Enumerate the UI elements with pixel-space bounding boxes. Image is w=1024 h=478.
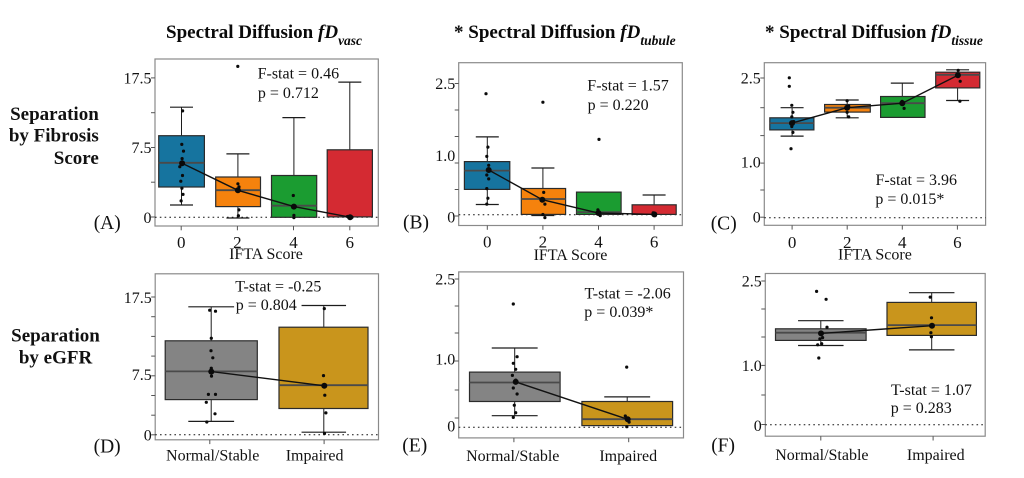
svg-text:T-stat = -2.06: T-stat = -2.06 [585, 286, 671, 303]
svg-text:Separation: Separation [10, 104, 99, 125]
svg-text:0: 0 [447, 210, 455, 227]
svg-text:(F): (F) [711, 436, 735, 457]
svg-text:2: 2 [233, 233, 242, 252]
svg-text:p = 0.712: p = 0.712 [258, 85, 319, 102]
svg-text:(C): (C) [711, 213, 737, 234]
svg-text:1.0: 1.0 [742, 358, 762, 375]
svg-text:2.5: 2.5 [435, 272, 455, 289]
svg-text:6: 6 [650, 233, 659, 252]
svg-text:2.5: 2.5 [741, 71, 761, 88]
svg-text:p = 0.220: p = 0.220 [588, 97, 649, 114]
svg-text:Separation: Separation [11, 325, 100, 346]
svg-text:F-stat = 1.57: F-stat = 1.57 [587, 78, 668, 95]
svg-text:Score: Score [54, 148, 99, 169]
svg-text:p = 0.283: p = 0.283 [891, 400, 952, 417]
svg-text:F-stat = 3.96: F-stat = 3.96 [876, 172, 957, 189]
svg-text:1.0: 1.0 [435, 352, 455, 369]
svg-text:(B): (B) [403, 213, 429, 234]
svg-text:2: 2 [539, 233, 548, 252]
svg-text:0: 0 [177, 233, 186, 252]
svg-text:Normal/Stable: Normal/Stable [466, 448, 559, 465]
svg-text:4: 4 [898, 233, 907, 252]
svg-text:0: 0 [483, 233, 492, 252]
svg-text:Impaired: Impaired [599, 448, 657, 465]
svg-text:0: 0 [754, 418, 762, 435]
svg-text:1.0: 1.0 [741, 154, 761, 171]
svg-text:Normal/Stable: Normal/Stable [775, 447, 868, 464]
svg-text:IFTA Score: IFTA Score [838, 247, 912, 264]
svg-text:2.5: 2.5 [435, 76, 455, 93]
svg-text:F-stat = 0.46: F-stat = 0.46 [258, 65, 339, 82]
svg-text:IFTA Score: IFTA Score [229, 246, 303, 263]
svg-text:Impaired: Impaired [286, 447, 344, 464]
svg-text:17.5: 17.5 [124, 70, 152, 87]
svg-text:(D): (D) [94, 436, 121, 457]
svg-text:0: 0 [447, 418, 455, 435]
svg-text:T-stat = -0.25: T-stat = -0.25 [235, 278, 321, 295]
svg-text:0: 0 [788, 233, 797, 252]
svg-text:by eGFR: by eGFR [19, 347, 93, 368]
svg-text:0: 0 [144, 427, 152, 444]
svg-text:2.5: 2.5 [742, 274, 762, 291]
svg-text:4: 4 [289, 233, 298, 252]
svg-text:17.5: 17.5 [124, 290, 152, 307]
svg-text:IFTA Score: IFTA Score [534, 247, 608, 264]
svg-text:p = 0.804: p = 0.804 [236, 297, 297, 314]
svg-text:Normal/Stable: Normal/Stable [166, 447, 259, 464]
svg-text:(E): (E) [402, 436, 427, 457]
svg-text:7.5: 7.5 [132, 367, 152, 384]
svg-text:p = 0.039*: p = 0.039* [584, 304, 653, 321]
svg-text:T-stat = 1.07: T-stat = 1.07 [891, 382, 972, 399]
svg-text:Impaired: Impaired [907, 447, 965, 464]
svg-text:0: 0 [144, 210, 152, 227]
svg-text:p = 0.015*: p = 0.015* [875, 191, 944, 208]
svg-text:7.5: 7.5 [132, 140, 152, 157]
svg-text:0: 0 [753, 210, 761, 227]
svg-text:6: 6 [953, 233, 962, 252]
svg-text:6: 6 [346, 233, 355, 252]
svg-text:1.0: 1.0 [435, 148, 455, 165]
svg-text:2: 2 [843, 233, 852, 252]
svg-text:4: 4 [594, 233, 603, 252]
svg-text:by Fibrosis: by Fibrosis [9, 126, 99, 147]
svg-text:(A): (A) [94, 213, 121, 234]
